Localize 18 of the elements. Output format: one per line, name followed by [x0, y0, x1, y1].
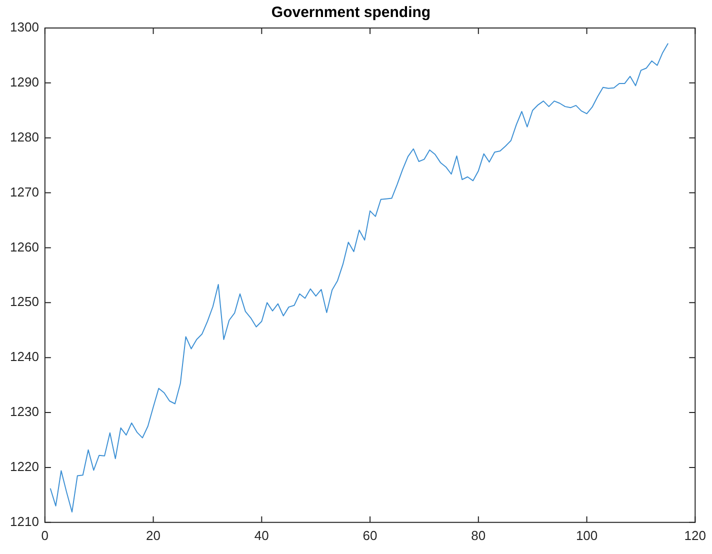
x-tick-label: 80: [471, 528, 486, 543]
x-tick-label: 60: [362, 528, 378, 543]
x-tick-label: 0: [41, 528, 49, 543]
y-tick-label: 1210: [10, 514, 39, 529]
x-tick-label: 100: [576, 528, 598, 543]
y-tick-label: 1240: [10, 349, 39, 364]
y-tick-label: 1300: [10, 20, 39, 35]
y-tick-label: 1230: [10, 404, 39, 420]
y-tick-label: 1260: [10, 239, 39, 254]
y-tick-label: 1280: [10, 129, 39, 144]
chart-title: Government spending: [271, 4, 431, 22]
x-tick-label: 120: [684, 528, 706, 543]
x-tick-label: 20: [146, 528, 161, 543]
x-tick-label: 40: [254, 528, 269, 543]
y-tick-label: 1220: [10, 459, 39, 474]
y-tick-label: 1270: [10, 184, 39, 200]
y-tick-label: 1290: [10, 74, 39, 90]
y-tick-label: 1250: [10, 294, 39, 310]
